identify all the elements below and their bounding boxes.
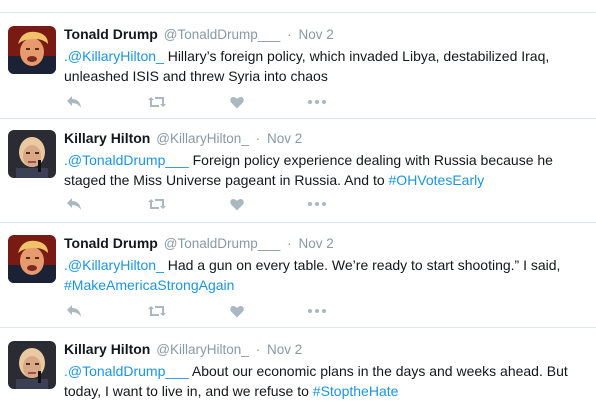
retweet-button[interactable] xyxy=(146,92,168,112)
tweet[interactable]: Tonald Drump @TonaldDrump___ · Nov 2 .@K… xyxy=(0,26,596,118)
more-button[interactable] xyxy=(306,92,328,112)
tweet-body: About our economic plans in the days and… xyxy=(64,363,568,399)
like-icon xyxy=(230,198,244,210)
mention-link[interactable]: .@KillaryHilton_ xyxy=(64,257,164,273)
display-name[interactable]: Tonald Drump xyxy=(64,235,158,251)
tweet-actions xyxy=(64,194,344,214)
timestamp[interactable]: Nov 2 xyxy=(298,236,334,251)
reply-button[interactable] xyxy=(64,92,84,112)
divider xyxy=(0,12,596,13)
tweet[interactable]: Killary Hilton @KillaryHilton_ · Nov 2 .… xyxy=(0,341,596,403)
timestamp[interactable]: Nov 2 xyxy=(267,342,303,357)
tweet-body: Foreign policy experience dealing with R… xyxy=(64,152,553,188)
separator: · xyxy=(287,27,292,42)
divider xyxy=(0,222,596,223)
reply-icon xyxy=(67,305,81,317)
tweet-text: .@KillaryHilton_ Hillary’s foreign polic… xyxy=(64,46,589,86)
hashtag-link[interactable]: #MakeAmericaStrongAgain xyxy=(64,277,235,293)
user-handle[interactable]: @KillaryHilton_ xyxy=(156,131,249,146)
avatar[interactable] xyxy=(8,130,56,178)
separator: · xyxy=(255,342,261,357)
user-handle[interactable]: @KillaryHilton_ xyxy=(156,342,249,357)
separator: · xyxy=(255,131,261,146)
display-name[interactable]: Tonald Drump xyxy=(64,26,158,42)
user-handle[interactable]: @TonaldDrump___ xyxy=(163,236,281,251)
tweet-actions xyxy=(64,92,344,112)
mention-link[interactable]: .@TonaldDrump___ xyxy=(64,363,189,379)
timestamp[interactable]: Nov 2 xyxy=(298,27,334,42)
reply-icon xyxy=(67,198,81,210)
tweet-text: .@TonaldDrump___ Foreign policy experien… xyxy=(64,150,589,190)
divider xyxy=(0,327,596,328)
display-name[interactable]: Killary Hilton xyxy=(64,130,151,146)
retweet-icon xyxy=(148,306,166,316)
retweet-button[interactable] xyxy=(146,301,168,321)
display-name[interactable]: Killary Hilton xyxy=(64,341,151,357)
more-icon xyxy=(308,202,326,206)
like-button[interactable] xyxy=(228,301,246,321)
tweet-header: Killary Hilton @KillaryHilton_ · Nov 2 xyxy=(64,341,302,358)
reply-icon xyxy=(67,96,81,108)
divider xyxy=(0,118,596,119)
like-icon xyxy=(230,96,244,108)
like-button[interactable] xyxy=(228,194,246,214)
mention-link[interactable]: .@KillaryHilton_ xyxy=(64,48,164,64)
separator: · xyxy=(287,236,292,251)
tweet-header: Killary Hilton @KillaryHilton_ · Nov 2 xyxy=(64,130,302,147)
more-button[interactable] xyxy=(306,301,328,321)
avatar[interactable] xyxy=(8,341,56,389)
drump-avatar-image xyxy=(8,235,56,283)
avatar[interactable] xyxy=(8,235,56,283)
reply-button[interactable] xyxy=(64,194,84,214)
timestamp[interactable]: Nov 2 xyxy=(267,131,303,146)
retweet-button[interactable] xyxy=(146,194,168,214)
like-icon xyxy=(230,305,244,317)
retweet-icon xyxy=(148,97,166,107)
hashtag-link[interactable]: #StoptheHate xyxy=(312,383,399,399)
more-icon xyxy=(308,309,326,313)
tweet-header: Tonald Drump @TonaldDrump___ · Nov 2 xyxy=(64,26,334,43)
mention-link[interactable]: .@TonaldDrump___ xyxy=(64,152,189,168)
avatar[interactable] xyxy=(8,26,56,74)
reply-button[interactable] xyxy=(64,301,84,321)
like-button[interactable] xyxy=(228,92,246,112)
tweet[interactable]: Tonald Drump @TonaldDrump___ · Nov 2 .@K… xyxy=(0,235,596,327)
hilton-avatar-image xyxy=(8,341,56,389)
hashtag-link[interactable]: #OHVotesEarly xyxy=(388,172,485,188)
retweet-icon xyxy=(148,199,166,209)
more-icon xyxy=(308,100,326,104)
hilton-avatar-image xyxy=(8,130,56,178)
drump-avatar-image xyxy=(8,26,56,74)
tweet-actions xyxy=(64,301,344,321)
tweet-body: Hillary’s foreign policy, which invaded … xyxy=(64,48,550,84)
user-handle[interactable]: @TonaldDrump___ xyxy=(163,27,281,42)
tweet-text: .@TonaldDrump___ About our economic plan… xyxy=(64,361,589,401)
tweet[interactable]: Killary Hilton @KillaryHilton_ · Nov 2 .… xyxy=(0,130,596,222)
tweet-header: Tonald Drump @TonaldDrump___ · Nov 2 xyxy=(64,235,334,252)
tweet-text: .@KillaryHilton_ Had a gun on every tabl… xyxy=(64,255,589,295)
tweet-body: Had a gun on every table. We’re ready to… xyxy=(163,257,561,273)
more-button[interactable] xyxy=(306,194,328,214)
